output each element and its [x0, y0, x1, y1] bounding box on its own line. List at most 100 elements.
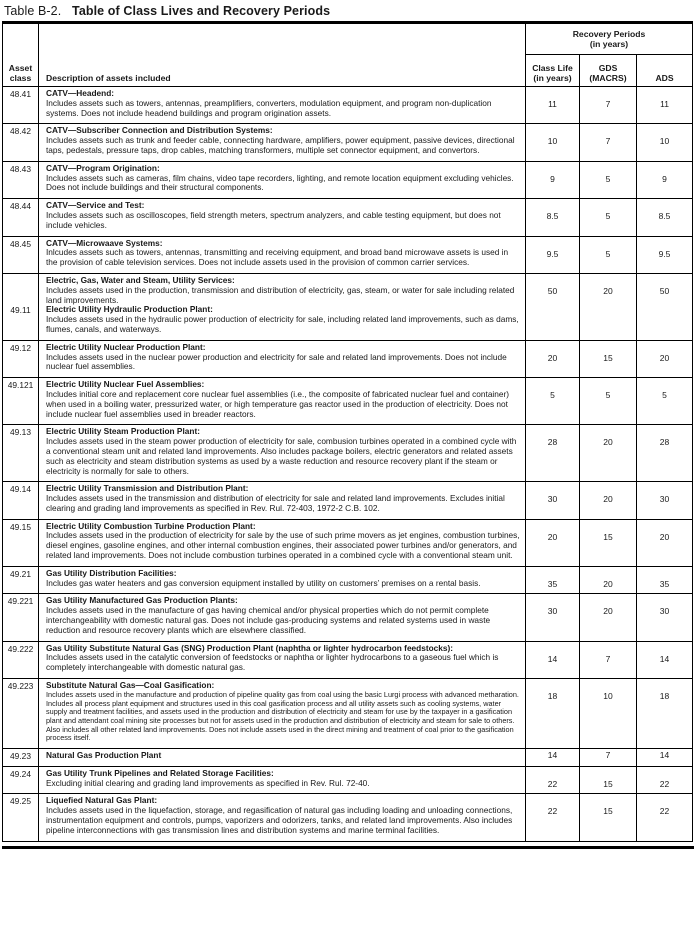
asset-body: Includes gas water heaters and gas conve… [46, 577, 481, 588]
description-cell: Electric Utility Combustion Turbine Prod… [38, 518, 526, 567]
gds-cell: 20 [579, 272, 637, 341]
asset-body: Includes assets used in the manufacture … [46, 605, 491, 635]
asset-body: Excluding initial clearing and grading l… [46, 777, 370, 788]
asset-body: Includes assets used in the steam power … [46, 436, 517, 476]
gds-cell: 15 [579, 765, 637, 795]
table-row: 49.15 Electric Utility Combustion Turbine… [2, 518, 694, 567]
bottom-rule [2, 845, 694, 850]
asset-heading: Electric Utility Nuclear Production Plan… [46, 341, 206, 352]
description-cell: Natural Gas Production Plant [38, 748, 526, 767]
asset-class-cell: 49.12 [2, 339, 39, 379]
description-cell: CATV—Headend: Includes assets such as tow… [38, 85, 526, 125]
class-life-cell: 30 [525, 593, 580, 642]
asset-class-cell: 48.42 [2, 123, 39, 162]
table-row: 49.221 Gas Utility Manufactured Gas Produ… [2, 593, 694, 642]
ads-cell: 20 [635, 518, 694, 567]
asset-body: Includes assets such as towers, antennas… [46, 97, 492, 118]
ads-cell: 11 [635, 85, 694, 125]
ads-cell: 9.5 [635, 235, 694, 274]
description-cell: Gas Utility Trunk Pipelines and Related … [38, 765, 526, 795]
table-row: 49.14 Electric Utility Transmission and D… [2, 481, 694, 520]
class-lives-table: Asset class Description of assets includ… [2, 21, 694, 842]
table-row: 48.44 CATV—Service and Test: Includes asse… [2, 198, 694, 237]
gds-cell: 20 [579, 424, 637, 483]
class-life-cell: 20 [525, 518, 580, 567]
asset-class-cell: 49.221 [2, 593, 39, 642]
class-life-cell: 20 [525, 339, 580, 379]
asset-heading: Electric Utility Transmission and Distri… [46, 483, 249, 494]
ads-cell: 35 [635, 565, 694, 595]
class-life-cell: 35 [525, 565, 580, 595]
asset-heading: CATV—Subscriber Connection and Distribut… [46, 125, 273, 136]
gds-cell: 5 [579, 160, 637, 200]
ads-cell: 14 [635, 640, 694, 680]
header-ads: ADS [635, 54, 694, 87]
asset-class-cell: 49.11 [2, 272, 39, 341]
class-life-cell: 18 [525, 678, 580, 750]
table-row: 49.21 Gas Utility Distribution Facilities… [2, 565, 694, 595]
table-header: Asset class Description of assets includ… [2, 22, 694, 87]
asset-class-cell: 49.25 [2, 793, 39, 842]
asset-body: Includes assets used in the transmission… [46, 493, 505, 513]
asset-heading: Electric Utility Steam Production Plant: [46, 426, 200, 437]
class-life-cell: 8.5 [525, 198, 580, 237]
asset-class-cell: 48.44 [2, 198, 39, 237]
table-title: Table B-2. Table of Class Lives and Reco… [2, 1, 694, 21]
asset-class-cell: 48.43 [2, 160, 39, 200]
description-cell: CATV—Program Origination: Includes assets… [38, 160, 526, 200]
asset-class-cell: 49.15 [2, 518, 39, 567]
gds-cell: 5 [579, 198, 637, 237]
asset-class-cell: 49.13 [2, 424, 39, 483]
gds-cell: 15 [579, 518, 637, 567]
table-row: 49.11 Electric, Gas, Water and Steam, Uti… [2, 272, 694, 341]
description-cell: CATV—Microwaave Systems: Inlcudes assets … [38, 235, 526, 274]
asset-body: Includes assets used in the liquefaction… [46, 805, 513, 835]
asset-heading: CATV—Headend: [46, 88, 115, 98]
class-life-cell: 22 [525, 793, 580, 842]
ads-cell: 9 [635, 160, 694, 200]
table-body: 48.41 CATV—Headend: Includes assets such a… [2, 85, 694, 842]
class-life-cell: 11 [525, 85, 580, 125]
header-asset-class: Asset class [2, 22, 39, 87]
asset-heading: CATV—Service and Test: [46, 200, 145, 211]
asset-heading: Substitute Natural Gas—Coal Gasification… [46, 680, 215, 691]
asset-class-cell: 49.23 [2, 748, 39, 767]
asset-heading: CATV—Microwaave Systems: [46, 237, 163, 248]
asset-heading: CATV—Program Origination: [46, 162, 160, 173]
header-description: Description of assets included [38, 22, 526, 87]
gds-cell: 20 [579, 565, 637, 595]
table-row: 49.23 Natural Gas Production Plant 14 7 14 [2, 748, 694, 767]
ads-cell: 30 [635, 481, 694, 520]
asset-class-cell: 49.21 [2, 565, 39, 595]
table-row: 49.24 Gas Utility Trunk Pipelines and Rel… [2, 765, 694, 795]
class-life-cell: 50 [525, 272, 580, 341]
ads-cell: 10 [635, 123, 694, 162]
description-cell: CATV—Subscriber Connection and Distribut… [38, 123, 526, 162]
gds-cell: 15 [579, 339, 637, 379]
description-cell: Substitute Natural Gas—Coal Gasification… [38, 678, 526, 750]
class-life-cell: 30 [525, 481, 580, 520]
class-life-cell: 9.5 [525, 235, 580, 274]
ads-cell: 22 [635, 793, 694, 842]
ads-cell: 50 [635, 272, 694, 341]
ads-cell: 8.5 [635, 198, 694, 237]
description-cell: Electric, Gas, Water and Steam, Utility … [38, 272, 526, 341]
description-cell: Liquefied Natural Gas Plant: Includes ass… [38, 793, 526, 842]
gds-cell: 20 [579, 593, 637, 642]
class-life-cell: 9 [525, 160, 580, 200]
description-cell: Electric Utility Steam Production Plant:… [38, 424, 526, 483]
gds-cell: 20 [579, 481, 637, 520]
gds-cell: 7 [579, 640, 637, 680]
table-row: 48.41 CATV—Headend: Includes assets such a… [2, 85, 694, 125]
header-recovery-periods: Recovery Periods (in years) [524, 22, 694, 55]
table-row: 48.42 CATV—Subscriber Connection and Dist… [2, 123, 694, 162]
asset-heading: Gas Utility Distribution Facilities: [46, 567, 177, 578]
class-life-cell: 10 [525, 123, 580, 162]
gds-cell: 15 [579, 793, 637, 842]
asset-body: Includes assets used in the hydraulic po… [46, 314, 519, 334]
description-cell: Gas Utility Distribution Facilities: Incl… [38, 565, 526, 595]
table-row: 49.12 Electric Utility Nuclear Production… [2, 339, 694, 379]
class-life-cell: 28 [525, 424, 580, 483]
table-row: 48.45 CATV—Microwaave Systems: Inlcudes as… [2, 235, 694, 274]
table-row: 49.13 Electric Utility Steam Production P… [2, 424, 694, 483]
